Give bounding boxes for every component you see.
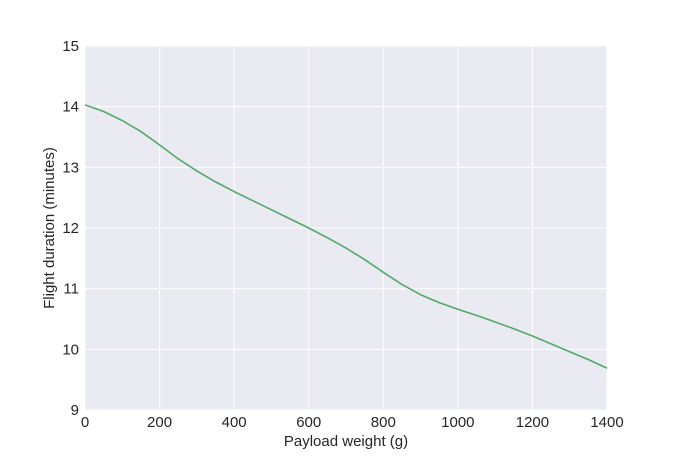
x-tick-label: 1000: [441, 414, 474, 431]
y-tick-label: 9: [71, 402, 79, 419]
x-axis-ticks: 0 200 400 600 800 1000 1200 1400: [81, 414, 624, 431]
grid-lines: [84, 45, 608, 411]
y-tick-label: 10: [62, 341, 79, 358]
y-tick-label: 14: [62, 99, 79, 116]
x-tick-label: 1200: [516, 414, 549, 431]
y-tick-label: 12: [62, 220, 79, 237]
y-axis-ticks: 9 10 11 12 13 14 15: [62, 38, 79, 419]
x-tick-label: 200: [147, 414, 172, 431]
y-tick-label: 15: [62, 38, 79, 55]
series-layer: [84, 104, 608, 369]
series-line: [84, 104, 608, 369]
x-tick-label: 0: [81, 414, 89, 431]
y-tick-label: 11: [63, 281, 79, 298]
x-tick-label: 400: [222, 414, 247, 431]
y-tick-label: 13: [62, 159, 79, 176]
x-tick-label: 600: [296, 414, 321, 431]
y-axis-label: Flight duration (minutes): [41, 147, 58, 309]
x-tick-label: 1400: [590, 414, 623, 431]
x-axis-label: Payload weight (g): [284, 433, 408, 450]
x-tick-label: 800: [371, 414, 396, 431]
